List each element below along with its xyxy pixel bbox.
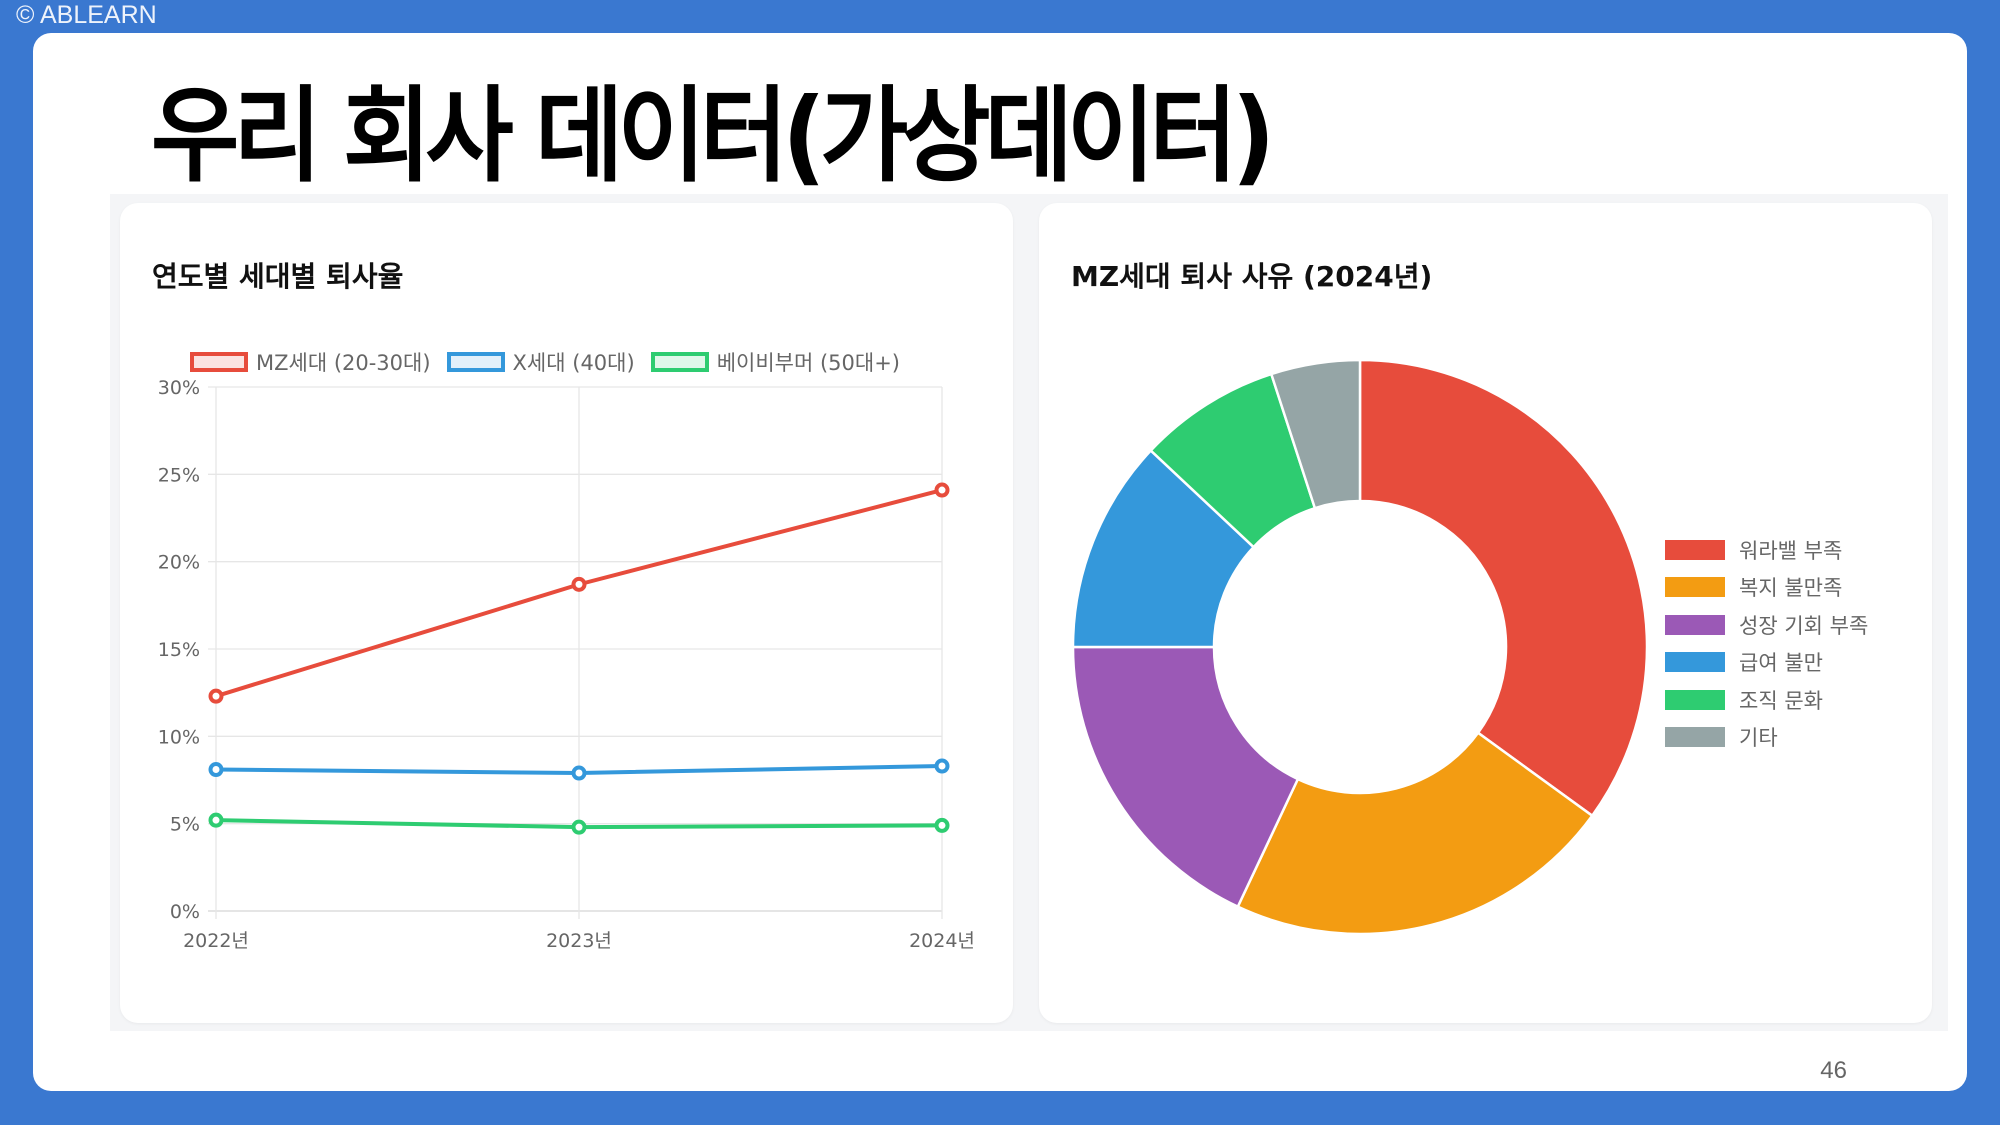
line-chart-legend: MZ세대 (20-30대) X세대 (40대) 베이비부머 (50대+) [190, 347, 904, 377]
y-tick-label: 15% [158, 639, 200, 661]
legend-label: 워라밸 부족 [1739, 538, 1843, 563]
data-point[interactable] [208, 688, 224, 704]
donut-legend-item[interactable]: 기타 [1665, 719, 1868, 757]
data-point[interactable] [571, 819, 587, 835]
legend-swatch-boomer [650, 352, 709, 372]
legend-item-mz[interactable]: MZ세대 (20-30대) [190, 347, 431, 377]
line-chart-title: 연도별 세대별 퇴사율 [152, 260, 404, 293]
donut-slice[interactable] [1236, 731, 1594, 936]
legend-swatch [1665, 727, 1725, 748]
donut-slice[interactable] [1071, 448, 1256, 649]
legend-swatch-x [446, 352, 505, 372]
y-tick-label: 20% [158, 552, 200, 574]
donut-slice[interactable] [1071, 645, 1300, 909]
donut-chart-plot [1071, 358, 1649, 936]
donut-slice[interactable] [1358, 358, 1649, 818]
donut-legend-item[interactable]: 급여 불만 [1665, 644, 1868, 682]
donut-slice[interactable] [1269, 358, 1362, 510]
donut-legend-item[interactable]: 성장 기회 부족 [1665, 606, 1868, 644]
line-chart-plot: 0% 5% 10% 15% 20% 25% 30% 2022년 2023년 2024년 [158, 377, 975, 952]
legend-swatch [1665, 652, 1725, 673]
y-tick-label: 25% [158, 464, 200, 486]
legend-swatch [1665, 689, 1725, 710]
slide-title: 우리 회사 데이터(가상데이터) [151, 75, 1275, 197]
data-point[interactable] [208, 812, 224, 828]
donut-legend-item[interactable]: 복지 불만족 [1665, 569, 1868, 607]
legend-label: MZ세대 (20-30대) [256, 351, 431, 375]
legend-item-boomer[interactable]: 베이비부머 (50대+) [650, 347, 900, 377]
data-point[interactable] [571, 765, 587, 781]
donut-chart-title: MZ세대 퇴사 사유 (2024년) [1071, 260, 1433, 293]
y-tick-label: 0% [170, 901, 200, 923]
data-point[interactable] [934, 817, 950, 833]
legend-label: 베이비부머 (50대+) [716, 351, 900, 375]
legend-swatch [1665, 614, 1725, 635]
data-point[interactable] [934, 758, 950, 774]
data-point[interactable] [571, 576, 587, 592]
page-number: 46 [1820, 1057, 1847, 1084]
legend-label: 성장 기회 부족 [1739, 613, 1869, 638]
legend-label: X세대 (40대) [512, 351, 635, 375]
donut-legend-item[interactable]: 워라밸 부족 [1665, 531, 1868, 569]
x-tick-label: 2024년 [909, 930, 975, 952]
y-tick-label: 30% [158, 377, 200, 399]
data-point[interactable] [934, 482, 950, 498]
legend-label: 복지 불만족 [1739, 576, 1843, 601]
y-tick-label: 5% [170, 814, 200, 836]
charts-panel: 연도별 세대별 퇴사율 MZ세대 (20-30대) X세대 (40대) 베이비부… [110, 194, 1948, 1031]
legend-label: 조직 문화 [1739, 688, 1823, 713]
slide: 우리 회사 데이터(가상데이터) 연도별 세대별 퇴사율 MZ세대 (20-30… [33, 33, 1967, 1091]
copyright-label: © ABLEARN [16, 1, 157, 29]
data-point[interactable] [208, 762, 224, 778]
donut-legend-item[interactable]: 조직 문화 [1665, 681, 1868, 719]
legend-item-x[interactable]: X세대 (40대) [446, 347, 635, 377]
x-tick-label: 2023년 [546, 930, 612, 952]
x-tick-label: 2022년 [183, 930, 249, 952]
line-chart-card: 연도별 세대별 퇴사율 MZ세대 (20-30대) X세대 (40대) 베이비부… [120, 203, 1013, 1023]
legend-swatch-mz [190, 352, 248, 372]
legend-swatch [1665, 539, 1725, 560]
y-tick-label: 10% [158, 726, 200, 748]
legend-swatch [1665, 577, 1725, 598]
legend-label: 기타 [1739, 726, 1778, 751]
legend-label: 급여 불만 [1739, 651, 1823, 676]
